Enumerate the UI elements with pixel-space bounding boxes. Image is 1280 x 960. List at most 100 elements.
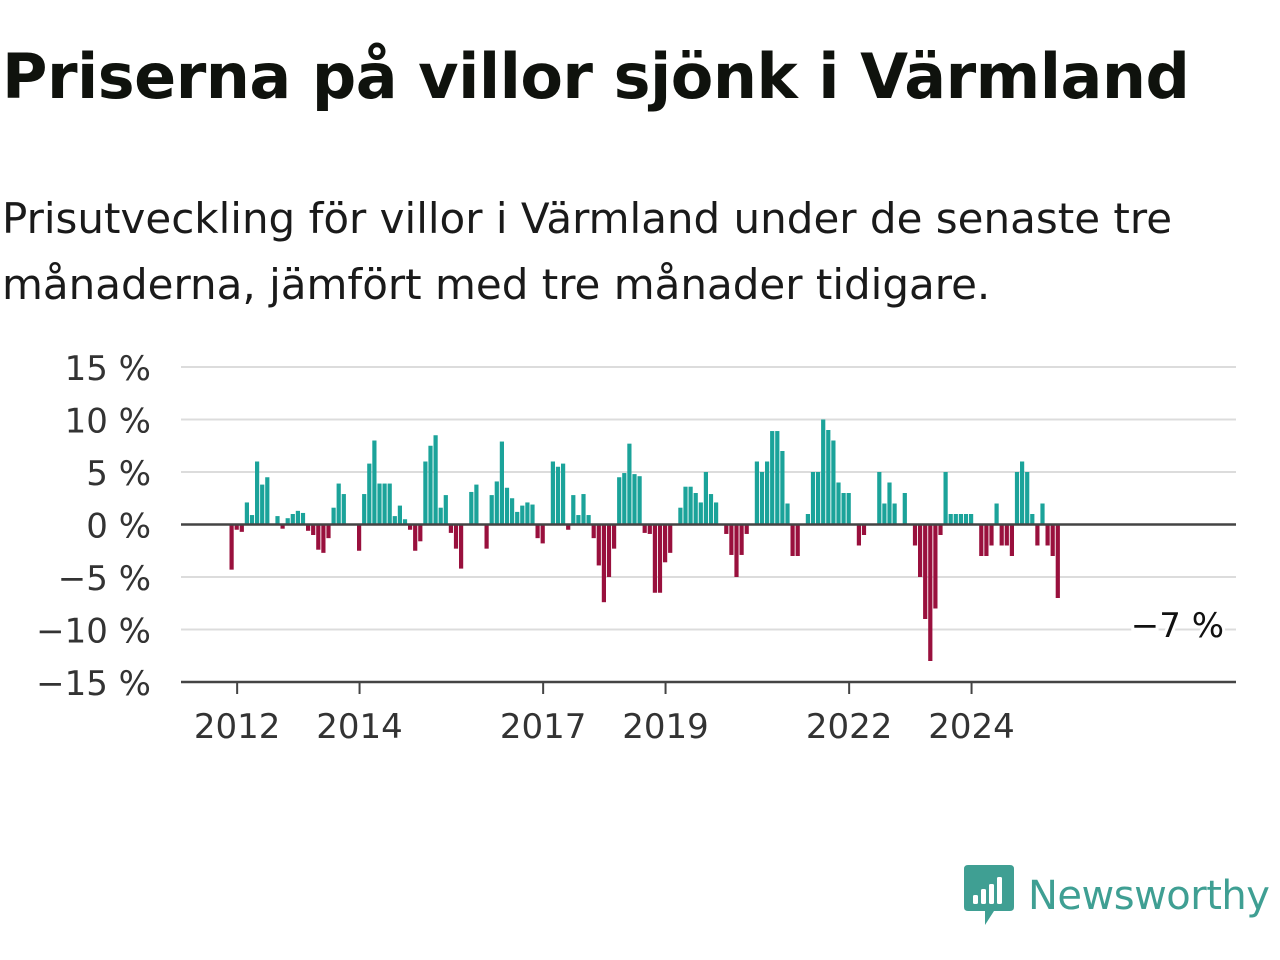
- bar: [1030, 514, 1035, 525]
- bar: [632, 474, 637, 525]
- bar: [841, 493, 846, 525]
- bar: [816, 472, 821, 525]
- bar: [423, 461, 428, 525]
- bar: [933, 524, 938, 609]
- x-tick-label: 2017: [500, 707, 587, 747]
- bar: [617, 477, 622, 525]
- axes: [181, 523, 1236, 684]
- bar: [780, 451, 785, 525]
- bar: [1004, 524, 1009, 546]
- bar: [382, 483, 387, 525]
- bar: [275, 516, 280, 525]
- bar: [994, 503, 999, 525]
- bar: [367, 463, 372, 525]
- bar: [494, 481, 499, 525]
- bar: [724, 524, 729, 534]
- bar: [561, 463, 566, 525]
- bar: [402, 519, 408, 525]
- bar: [1050, 524, 1055, 556]
- bar: [657, 524, 663, 593]
- bar: [999, 524, 1004, 546]
- bar: [627, 443, 632, 525]
- annotations: −7 %: [1128, 603, 1227, 649]
- y-tick-label: 0 %: [86, 507, 151, 547]
- bar: [683, 486, 688, 525]
- bar: [469, 491, 474, 525]
- bar: [739, 524, 744, 555]
- bar: [759, 472, 765, 525]
- bar: [239, 524, 244, 532]
- bar: [754, 461, 759, 525]
- bar: [770, 431, 775, 525]
- bar: [948, 514, 953, 525]
- bar: [555, 466, 561, 525]
- bar: [392, 516, 397, 525]
- bar: [892, 503, 897, 525]
- bar: [428, 445, 433, 525]
- bar: [295, 510, 300, 525]
- bar: [918, 524, 923, 577]
- bar: [377, 483, 382, 525]
- bar: [963, 514, 969, 525]
- bar: [882, 503, 887, 525]
- bar: [912, 524, 918, 546]
- bar: [459, 524, 464, 569]
- bar: [714, 502, 719, 525]
- bar: [265, 477, 270, 525]
- bar: [255, 461, 260, 525]
- bar: [887, 482, 892, 525]
- gridlines: [181, 366, 1236, 631]
- bar: [765, 461, 770, 525]
- bar: [504, 487, 510, 525]
- bar: [484, 524, 489, 549]
- bar: [856, 524, 861, 546]
- bar: [372, 440, 377, 525]
- bar: [622, 473, 627, 525]
- bars: [229, 419, 1060, 661]
- bar: [413, 524, 418, 551]
- bar: [612, 524, 617, 549]
- newsworthy-logo-icon: [964, 865, 1014, 925]
- bar: [606, 524, 612, 577]
- bar: [443, 495, 448, 525]
- bar: [821, 419, 826, 525]
- bar: [795, 524, 800, 556]
- y-tick-label: 10 %: [65, 402, 151, 442]
- bar: [688, 486, 693, 525]
- bar: [300, 512, 306, 525]
- bar: [846, 493, 851, 525]
- bar: [260, 484, 265, 525]
- bar: [448, 524, 453, 533]
- bar: [234, 524, 239, 530]
- bar: [397, 505, 402, 525]
- bar: [698, 502, 703, 525]
- x-tick-label: 2022: [806, 707, 893, 747]
- bar: [306, 524, 311, 531]
- brand-logo: Newsworthy: [964, 864, 1270, 928]
- bar: [1020, 461, 1025, 525]
- bar: [642, 524, 647, 533]
- bar: [979, 524, 984, 556]
- chart-title: Priserna på villor sjönk i Värmland: [2, 40, 1190, 113]
- bar: [969, 514, 974, 525]
- bar: [249, 515, 255, 525]
- x-axis-labels: 2012 2014 2017 2019 2022 2024: [194, 682, 1015, 747]
- bar: [805, 514, 810, 525]
- bar-chart: 15 %10 %5 %0 %−5 %−10 %−15 % 2012 2014 201…: [36, 349, 1236, 747]
- bar: [362, 494, 367, 525]
- bar: [453, 524, 459, 549]
- bar: [923, 524, 928, 619]
- bar: [515, 511, 520, 525]
- bar: [637, 476, 642, 525]
- y-tick-label: −15 %: [36, 664, 151, 704]
- bar: [285, 518, 290, 525]
- chart-subtitle: Prisutveckling för villor i Värmland und…: [2, 194, 1173, 309]
- bar: [826, 430, 831, 525]
- x-tick-label: 2019: [622, 707, 709, 747]
- bar: [928, 524, 933, 661]
- bar: [280, 524, 285, 529]
- bar: [953, 514, 958, 525]
- bar: [331, 507, 336, 525]
- bar: [1055, 524, 1060, 598]
- x-tick-label: 2012: [194, 707, 281, 747]
